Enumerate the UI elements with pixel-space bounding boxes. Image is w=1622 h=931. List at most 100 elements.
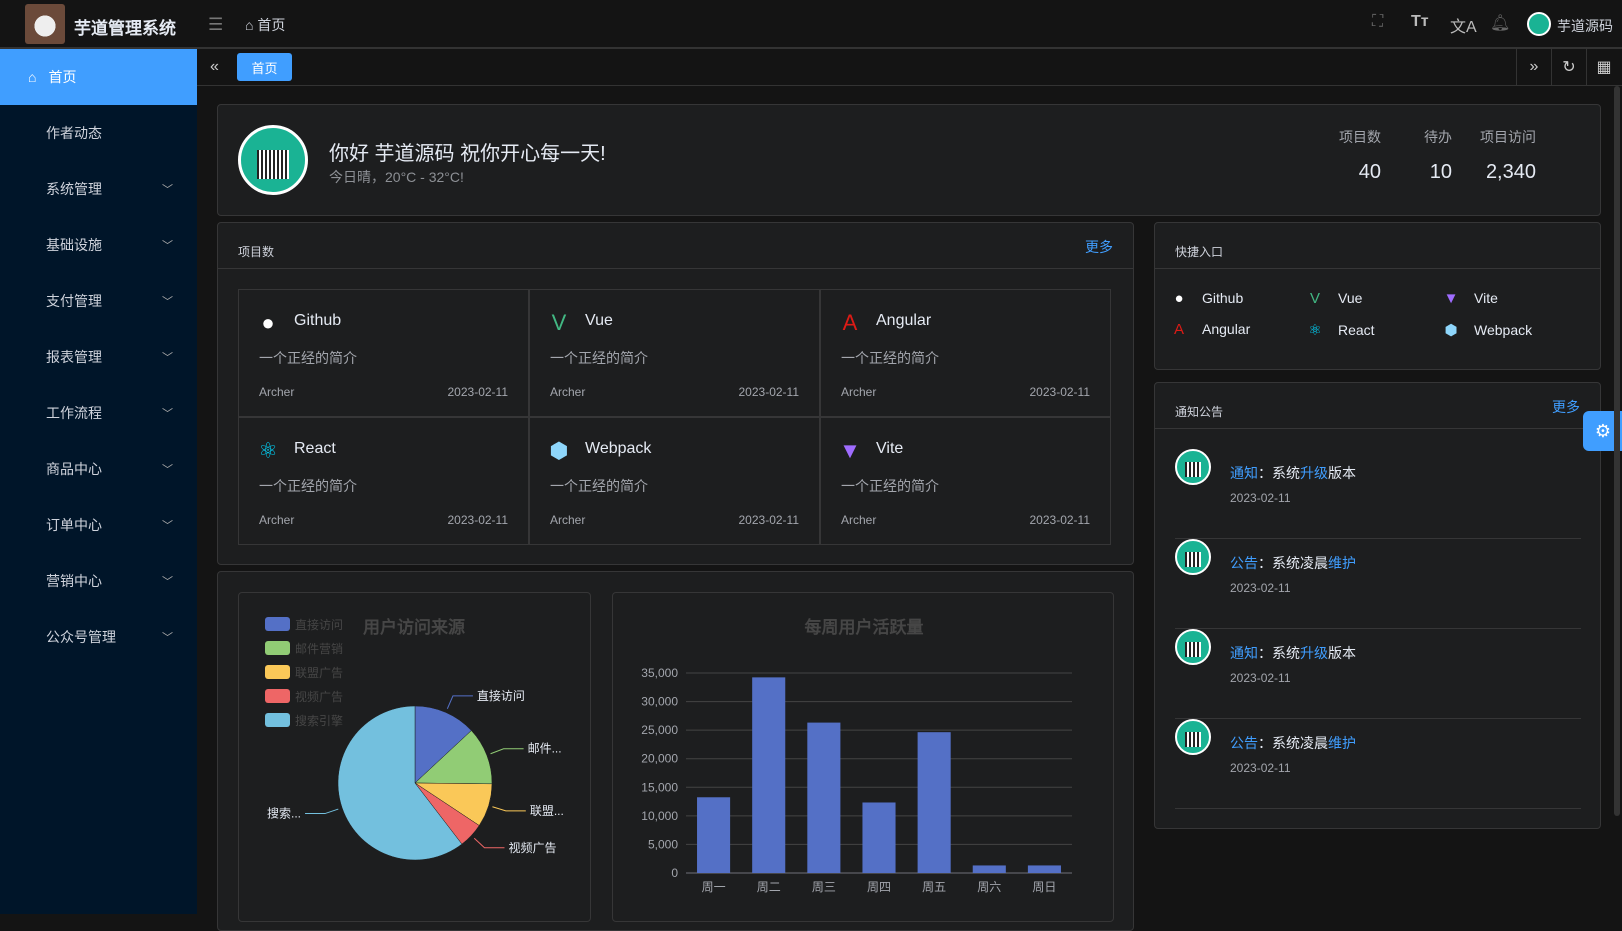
- project-card[interactable]: V Vue 一个正经的简介 Archer 2023-02-11: [529, 289, 820, 417]
- legend-label[interactable]: 直接访问: [295, 617, 343, 632]
- project-name: Vite: [876, 440, 904, 457]
- project-date: 2023-02-11: [1029, 513, 1091, 527]
- angular-icon: A: [842, 310, 858, 335]
- notice-item[interactable]: 通知：系统升级版本 2023-02-11: [1175, 629, 1581, 719]
- notice-text: 系统: [1272, 645, 1300, 661]
- notice-type: 通知: [1230, 645, 1258, 661]
- pie-label-line: [490, 748, 524, 755]
- scroll-right-icon[interactable]: »: [1516, 49, 1551, 85]
- x-tick-label: 周日: [1032, 880, 1056, 894]
- welcome-card: 你好 芋道源码 祝你开心每一天! 今日晴，20°C - 32°C! 项目数 40 待…: [217, 104, 1601, 216]
- sidebar-item[interactable]: 基础设施 ﹀: [0, 217, 197, 273]
- project-card[interactable]: ▼ Vite 一个正经的简介 Archer 2023-02-11: [820, 417, 1111, 545]
- sidebar-item[interactable]: 订单中心 ﹀: [0, 497, 197, 553]
- sidebar-item[interactable]: 报表管理 ﹀: [0, 329, 197, 385]
- legend-label[interactable]: 视频广告: [295, 689, 343, 704]
- x-tick-label: 周四: [867, 880, 891, 894]
- legend-swatch[interactable]: [265, 689, 290, 703]
- notice-title: 通知：系统升级版本: [1230, 643, 1356, 663]
- collapse-menu-icon[interactable]: ☰: [208, 15, 224, 34]
- sidebar-item[interactable]: 系统管理 ﹀: [0, 161, 197, 217]
- stat-label: 项目访问: [1480, 129, 1536, 145]
- shortcut-vue[interactable]: V Vue: [1306, 290, 1362, 307]
- notice-item[interactable]: 通知：系统升级版本 2023-02-11: [1175, 449, 1581, 539]
- notices-more-link[interactable]: 更多: [1552, 399, 1580, 415]
- project-card[interactable]: ⚛ React 一个正经的简介 Archer 2023-02-11: [238, 417, 529, 545]
- shortcut-react[interactable]: ⚛ React: [1306, 321, 1374, 339]
- sidebar-item-label: 订单中心: [46, 517, 102, 533]
- vue-icon: V: [551, 310, 567, 335]
- shortcut-label: Vite: [1474, 290, 1498, 306]
- project-name: Github: [294, 312, 342, 329]
- notice-date: 2023-02-11: [1230, 581, 1291, 595]
- bar[interactable]: [972, 865, 1006, 873]
- project-desc: 一个正经的简介: [259, 350, 357, 366]
- notice-text: 升级: [1300, 465, 1328, 481]
- scroll-left-icon[interactable]: «: [210, 58, 219, 75]
- fullscreen-icon[interactable]: ⛶: [1372, 13, 1384, 30]
- project-author: Archer: [259, 385, 295, 399]
- project-date: 2023-02-11: [1029, 385, 1091, 399]
- project-name: Angular: [876, 312, 932, 329]
- refresh-icon[interactable]: ↻: [1551, 49, 1586, 85]
- sidebar-item[interactable]: 支付管理 ﹀: [0, 273, 197, 329]
- legend-swatch[interactable]: [265, 617, 290, 631]
- bar[interactable]: [862, 802, 896, 873]
- sidebar-item[interactable]: 营销中心 ﹀: [0, 553, 197, 609]
- project-card[interactable]: A Angular 一个正经的简介 Archer 2023-02-11: [820, 289, 1111, 417]
- notices-card: 通知公告 更多 通知：系统升级版本 2023-02-11 公告：系统凌晨维护 2023-…: [1154, 382, 1601, 829]
- scrollbar[interactable]: [1614, 86, 1620, 816]
- tab-home[interactable]: 首页: [237, 53, 292, 81]
- notice-text: 系统凌晨: [1272, 735, 1328, 751]
- legend-label[interactable]: 联盟广告: [295, 666, 343, 680]
- project-card[interactable]: ⬢ Webpack 一个正经的简介 Archer 2023-02-11: [529, 417, 820, 545]
- chevron-down-icon: ﹀: [162, 632, 173, 644]
- chevron-down-icon: ﹀: [162, 352, 173, 364]
- bar[interactable]: [1027, 865, 1061, 873]
- user-name[interactable]: 芋道源码: [1557, 18, 1613, 34]
- sidebar-item-label: 工作流程: [46, 405, 102, 421]
- pie-slice[interactable]: [337, 705, 463, 861]
- bar[interactable]: [807, 722, 841, 873]
- notice-avatar: [1175, 629, 1211, 665]
- project-desc: 一个正经的简介: [550, 350, 648, 366]
- bell-icon[interactable]: 🔔︎: [1490, 15, 1511, 32]
- pie-slice[interactable]: [414, 705, 472, 784]
- legend-swatch[interactable]: [265, 713, 290, 727]
- project-card[interactable]: ● Github 一个正经的简介 Archer 2023-02-11: [238, 289, 529, 417]
- user-avatar[interactable]: [1527, 12, 1551, 36]
- legend-label[interactable]: 邮件营销: [295, 642, 343, 656]
- font-size-icon[interactable]: Tт: [1411, 13, 1429, 30]
- sidebar-item[interactable]: 公众号管理 ﹀: [0, 609, 197, 665]
- shortcut-vite[interactable]: ▼ Vite: [1442, 290, 1498, 307]
- pie-label-line: [473, 837, 505, 849]
- sidebar-item[interactable]: 商品中心 ﹀: [0, 441, 197, 497]
- notices-title: 通知公告: [1175, 405, 1224, 419]
- projects-title: 项目数: [238, 245, 275, 259]
- bar[interactable]: [697, 797, 731, 873]
- pie-title: 用户访问来源: [363, 617, 465, 637]
- bar[interactable]: [917, 732, 951, 873]
- breadcrumb[interactable]: ⌂ 首页: [245, 15, 285, 35]
- project-desc: 一个正经的简介: [841, 350, 939, 366]
- translate-icon[interactable]: 文A: [1450, 19, 1477, 36]
- sidebar-item[interactable]: 作者动态: [0, 105, 197, 161]
- pie-slice[interactable]: [414, 730, 493, 785]
- github-icon: ●: [261, 310, 275, 335]
- legend-label[interactable]: 搜索引擎: [295, 713, 343, 728]
- shortcut-webpack[interactable]: ⬢ Webpack: [1442, 321, 1532, 339]
- notice-item[interactable]: 公告：系统凌晨维护 2023-02-11: [1175, 719, 1581, 809]
- stat-value: 40: [1358, 161, 1381, 183]
- sidebar-item-label: 支付管理: [46, 293, 102, 309]
- notice-item[interactable]: 公告：系统凌晨维护 2023-02-11: [1175, 539, 1581, 629]
- shortcut-github[interactable]: ● Github: [1170, 290, 1243, 307]
- grid-menu-icon[interactable]: ▦: [1586, 49, 1621, 85]
- notice-text: 版本: [1328, 465, 1356, 481]
- bar[interactable]: [752, 677, 786, 873]
- legend-swatch[interactable]: [265, 641, 290, 655]
- shortcut-angular[interactable]: A Angular: [1170, 321, 1250, 338]
- projects-more-link[interactable]: 更多: [1085, 239, 1113, 255]
- sidebar-item[interactable]: 工作流程 ﹀: [0, 385, 197, 441]
- sidebar-item[interactable]: ⌂ 首页: [0, 49, 197, 105]
- legend-swatch[interactable]: [265, 665, 290, 679]
